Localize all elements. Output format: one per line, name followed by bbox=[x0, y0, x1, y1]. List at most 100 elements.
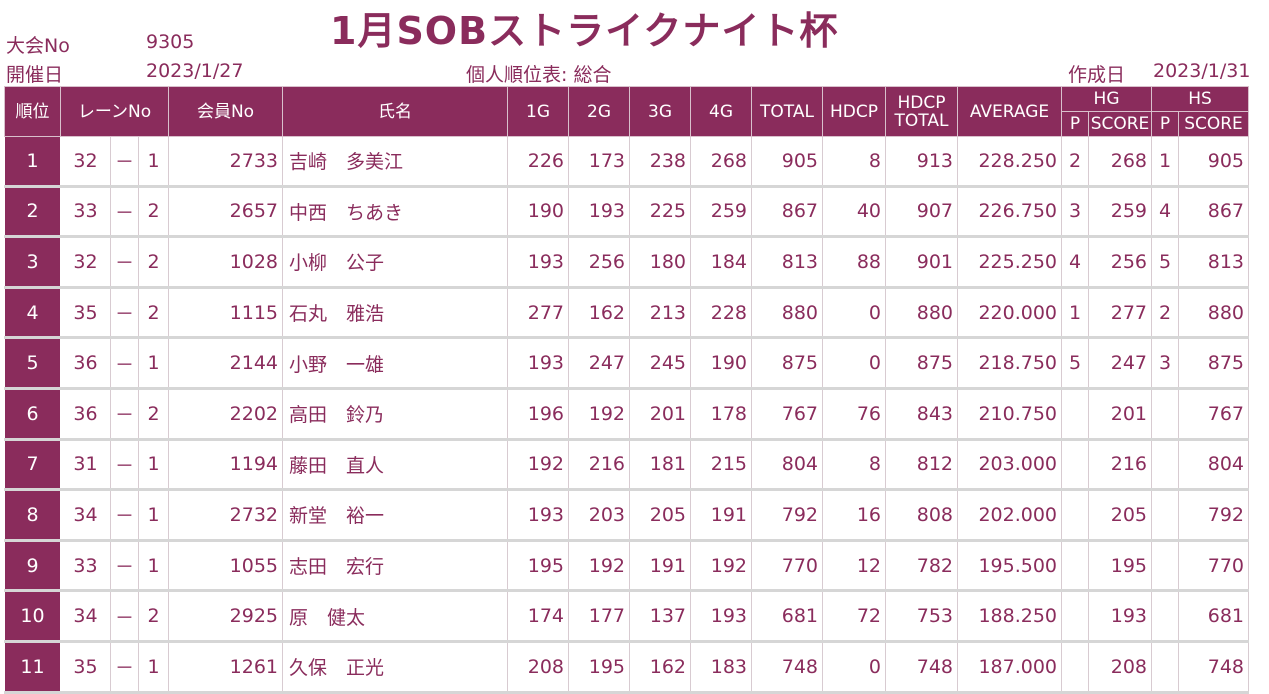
total-cell: 905 bbox=[751, 136, 824, 188]
game4-cell: 228 bbox=[690, 286, 753, 340]
hs-p-cell bbox=[1151, 539, 1180, 593]
lane-cell: 35 bbox=[60, 286, 111, 340]
hs-p-cell bbox=[1151, 387, 1180, 441]
game3-cell: 162 bbox=[629, 640, 692, 694]
total-cell: 880 bbox=[751, 286, 824, 340]
total-cell: 867 bbox=[751, 185, 824, 239]
hdcp-total-cell: 901 bbox=[885, 236, 959, 289]
member-no-cell: 1115 bbox=[168, 286, 284, 340]
lane-sub-cell: 1 bbox=[138, 438, 170, 492]
member-no-cell: 2202 bbox=[168, 387, 284, 441]
table-row: 6 36 － 2 2202 高田 鈴乃 196 192 201 178 767 76 843 210.75… bbox=[4, 387, 1250, 441]
hs-score-cell: 770 bbox=[1178, 539, 1250, 593]
name-cell: 原 健太 bbox=[282, 590, 509, 643]
lane-cell: 32 bbox=[60, 236, 111, 289]
lane-sub-cell: 2 bbox=[138, 387, 170, 441]
rank-cell: 9 bbox=[4, 539, 61, 593]
game1-cell: 195 bbox=[507, 539, 570, 593]
game2-cell: 162 bbox=[568, 286, 631, 340]
member-no-cell: 1055 bbox=[168, 539, 284, 593]
col-hg-p: P bbox=[1061, 111, 1090, 137]
game4-cell: 193 bbox=[690, 590, 753, 643]
lane-sub-cell: 1 bbox=[138, 489, 170, 542]
hg-score-cell: 256 bbox=[1088, 236, 1153, 289]
event-date-label: 開催日 bbox=[6, 64, 64, 86]
hdcp-total-cell: 753 bbox=[885, 590, 959, 643]
lane-dash: － bbox=[109, 489, 140, 542]
hs-score-cell: 813 bbox=[1178, 236, 1250, 289]
game3-cell: 225 bbox=[629, 185, 692, 239]
lane-dash: － bbox=[109, 236, 140, 289]
lane-sub-cell: 1 bbox=[138, 539, 170, 593]
tournament-no-label: 大会No bbox=[6, 35, 70, 57]
col-game2: 2G bbox=[568, 86, 631, 137]
hdcp-cell: 0 bbox=[822, 640, 887, 694]
member-no-cell: 1261 bbox=[168, 640, 284, 694]
col-hs: HS bbox=[1151, 86, 1250, 112]
game4-cell: 183 bbox=[690, 640, 753, 694]
col-rank: 順位 bbox=[4, 86, 61, 137]
game4-cell: 191 bbox=[690, 489, 753, 542]
lane-sub-cell: 1 bbox=[138, 337, 170, 390]
hg-p-cell: 5 bbox=[1061, 337, 1090, 390]
hs-p-cell bbox=[1151, 590, 1180, 643]
hg-score-cell: 195 bbox=[1088, 539, 1153, 593]
col-name: 氏名 bbox=[282, 86, 509, 137]
member-no-cell: 1194 bbox=[168, 438, 284, 492]
name-cell: 高田 鈴乃 bbox=[282, 387, 509, 441]
lane-dash: － bbox=[109, 387, 140, 441]
lane-dash: － bbox=[109, 438, 140, 492]
col-hdcp-total-line2: TOTAL bbox=[894, 110, 949, 131]
total-cell: 767 bbox=[751, 387, 824, 441]
hdcp-cell: 8 bbox=[822, 438, 887, 492]
rank-cell: 11 bbox=[4, 640, 61, 694]
table-row: 11 35 － 1 1261 久保 正光 208 195 162 183 748 0 748 187.00… bbox=[4, 640, 1250, 694]
hg-p-cell bbox=[1061, 590, 1090, 643]
average-cell: 202.000 bbox=[957, 489, 1063, 542]
game4-cell: 184 bbox=[690, 236, 753, 289]
hg-score-cell: 268 bbox=[1088, 136, 1153, 188]
col-member-no: 会員No bbox=[168, 86, 284, 137]
game3-cell: 213 bbox=[629, 286, 692, 340]
col-game4: 4G bbox=[690, 86, 753, 137]
lane-cell: 34 bbox=[60, 590, 111, 643]
member-no-cell: 2733 bbox=[168, 136, 284, 188]
hs-p-cell bbox=[1151, 489, 1180, 542]
game1-cell: 193 bbox=[507, 489, 570, 542]
lane-sub-cell: 1 bbox=[138, 640, 170, 694]
hs-score-cell: 767 bbox=[1178, 387, 1250, 441]
hdcp-total-cell: 843 bbox=[885, 387, 959, 441]
rank-cell: 2 bbox=[4, 185, 61, 239]
hdcp-total-cell: 812 bbox=[885, 438, 959, 492]
hdcp-cell: 12 bbox=[822, 539, 887, 593]
total-cell: 875 bbox=[751, 337, 824, 390]
name-cell: 石丸 雅浩 bbox=[282, 286, 509, 340]
lane-cell: 36 bbox=[60, 337, 111, 390]
hdcp-cell: 0 bbox=[822, 286, 887, 340]
game2-cell: 216 bbox=[568, 438, 631, 492]
hg-p-cell bbox=[1061, 438, 1090, 492]
game1-cell: 174 bbox=[507, 590, 570, 643]
hs-p-cell: 4 bbox=[1151, 185, 1180, 239]
tournament-no: 9305 bbox=[146, 31, 195, 53]
hs-p-cell bbox=[1151, 438, 1180, 492]
total-cell: 804 bbox=[751, 438, 824, 492]
lane-cell: 33 bbox=[60, 539, 111, 593]
game4-cell: 190 bbox=[690, 337, 753, 390]
hg-p-cell: 3 bbox=[1061, 185, 1090, 239]
game1-cell: 192 bbox=[507, 438, 570, 492]
member-no-cell: 1028 bbox=[168, 236, 284, 289]
game4-cell: 215 bbox=[690, 438, 753, 492]
average-cell: 195.500 bbox=[957, 539, 1063, 593]
lane-dash: － bbox=[109, 640, 140, 694]
total-cell: 770 bbox=[751, 539, 824, 593]
rank-cell: 4 bbox=[4, 286, 61, 340]
name-cell: 吉崎 多美江 bbox=[282, 136, 509, 188]
game3-cell: 205 bbox=[629, 489, 692, 542]
lane-sub-cell: 2 bbox=[138, 286, 170, 340]
member-no-cell: 2925 bbox=[168, 590, 284, 643]
hg-score-cell: 201 bbox=[1088, 387, 1153, 441]
hg-p-cell: 4 bbox=[1061, 236, 1090, 289]
hs-score-cell: 880 bbox=[1178, 286, 1250, 340]
col-hdcp-total-line1: HDCP bbox=[897, 92, 946, 113]
